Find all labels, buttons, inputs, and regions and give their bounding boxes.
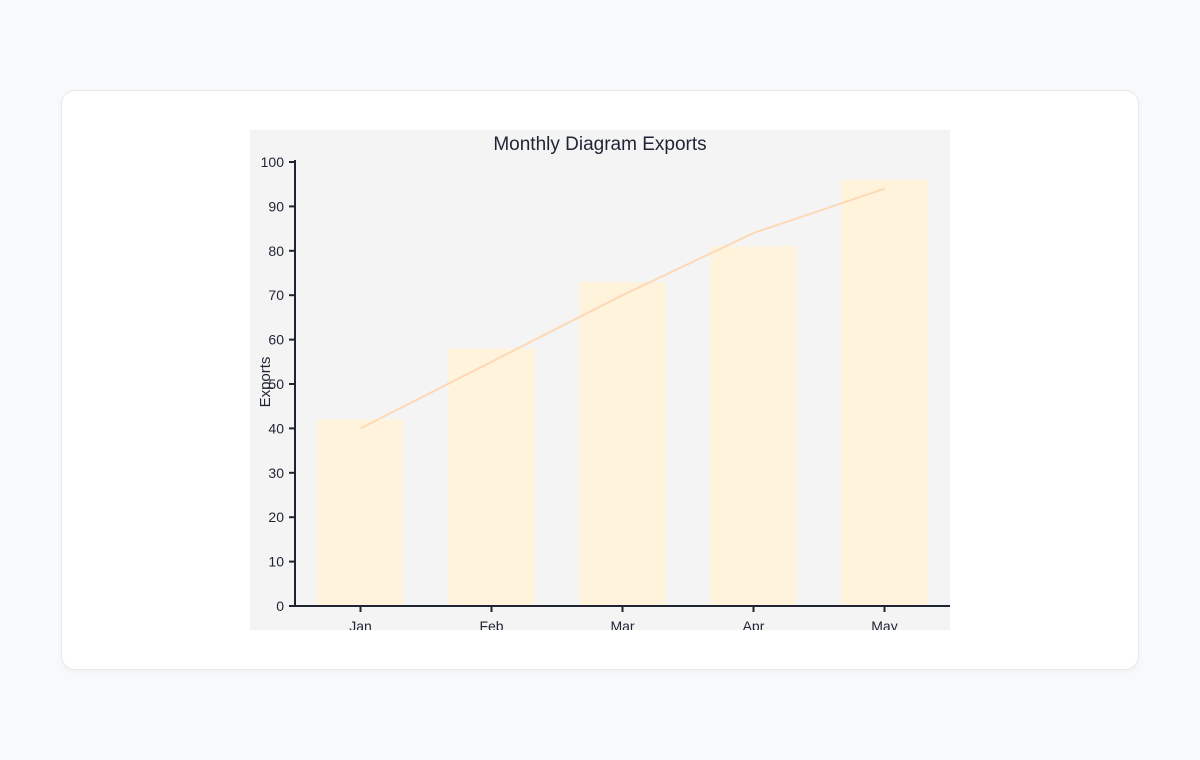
y-axis-label: Exports — [257, 357, 274, 408]
x-tick-label: Jan — [349, 618, 372, 630]
y-tick-label: 60 — [268, 332, 284, 348]
x-tick-label: Feb — [479, 618, 503, 630]
x-tick-label: Apr — [743, 618, 765, 630]
bar-jan — [317, 419, 404, 606]
chart-container: 0 10 20 30 40 50 60 70 80 90 100 Jan Feb Mar Apr May M… — [250, 130, 950, 630]
y-tick-label: 50 — [268, 376, 284, 392]
y-tick-label: 80 — [268, 243, 284, 259]
y-ticks-layer: 0 10 20 30 40 50 60 70 80 90 100 — [261, 154, 295, 614]
bar-mar — [579, 281, 666, 606]
x-tick-label: Mar — [610, 618, 634, 630]
y-tick-label: 100 — [261, 154, 285, 170]
chart-title: Monthly Diagram Exports — [493, 134, 706, 155]
y-tick-label: 70 — [268, 287, 284, 303]
bars-layer — [317, 179, 928, 607]
series-line — [360, 187, 885, 430]
y-tick-label: 20 — [268, 509, 284, 525]
line-layer — [360, 187, 885, 430]
y-tick-label: 40 — [268, 420, 284, 436]
y-tick-label: 90 — [268, 198, 284, 214]
bar-apr — [710, 246, 797, 607]
x-ticks-layer: Jan Feb Mar Apr May — [349, 606, 898, 630]
bar-feb — [448, 348, 535, 606]
bar-line-chart: 0 10 20 30 40 50 60 70 80 90 100 Jan Feb Mar Apr May M… — [250, 130, 950, 630]
bar-may — [841, 179, 928, 606]
y-tick-label: 0 — [276, 598, 284, 614]
x-tick-label: May — [871, 618, 897, 630]
y-tick-label: 10 — [268, 554, 284, 570]
y-tick-label: 30 — [268, 465, 284, 481]
